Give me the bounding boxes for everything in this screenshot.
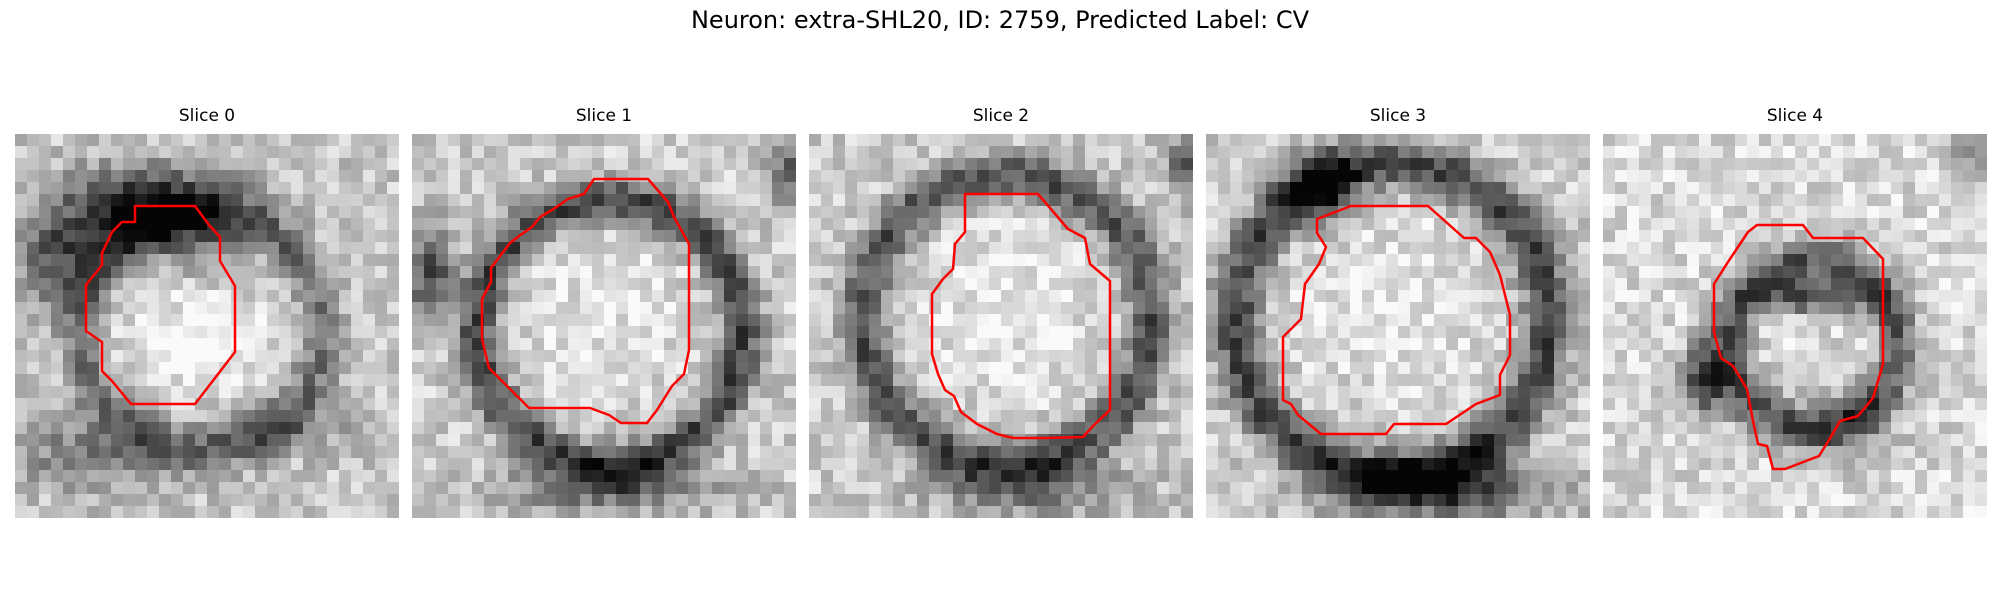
slice-title-2: Slice 2 [972,106,1030,126]
segmentation-contour-3 [1281,204,1512,436]
slice-title-3: Slice 3 [1369,106,1427,126]
slice-title-0: Slice 0 [178,106,236,126]
slice-image-1 [412,134,796,518]
slice-image-4 [1603,134,1987,518]
segmentation-contour-0 [84,204,237,406]
slice-title-1: Slice 1 [575,106,633,126]
segmentation-contour-4 [1712,223,1885,471]
segmentation-contour-1 [480,177,691,425]
figure-title: Neuron: extra-SHL20, ID: 2759, Predicted… [690,6,1310,34]
segmentation-contour-2 [930,192,1112,440]
slice-title-4: Slice 4 [1766,106,1824,126]
slice-image-0 [15,134,399,518]
slice-image-2 [809,134,1193,518]
slice-image-3 [1206,134,1590,518]
